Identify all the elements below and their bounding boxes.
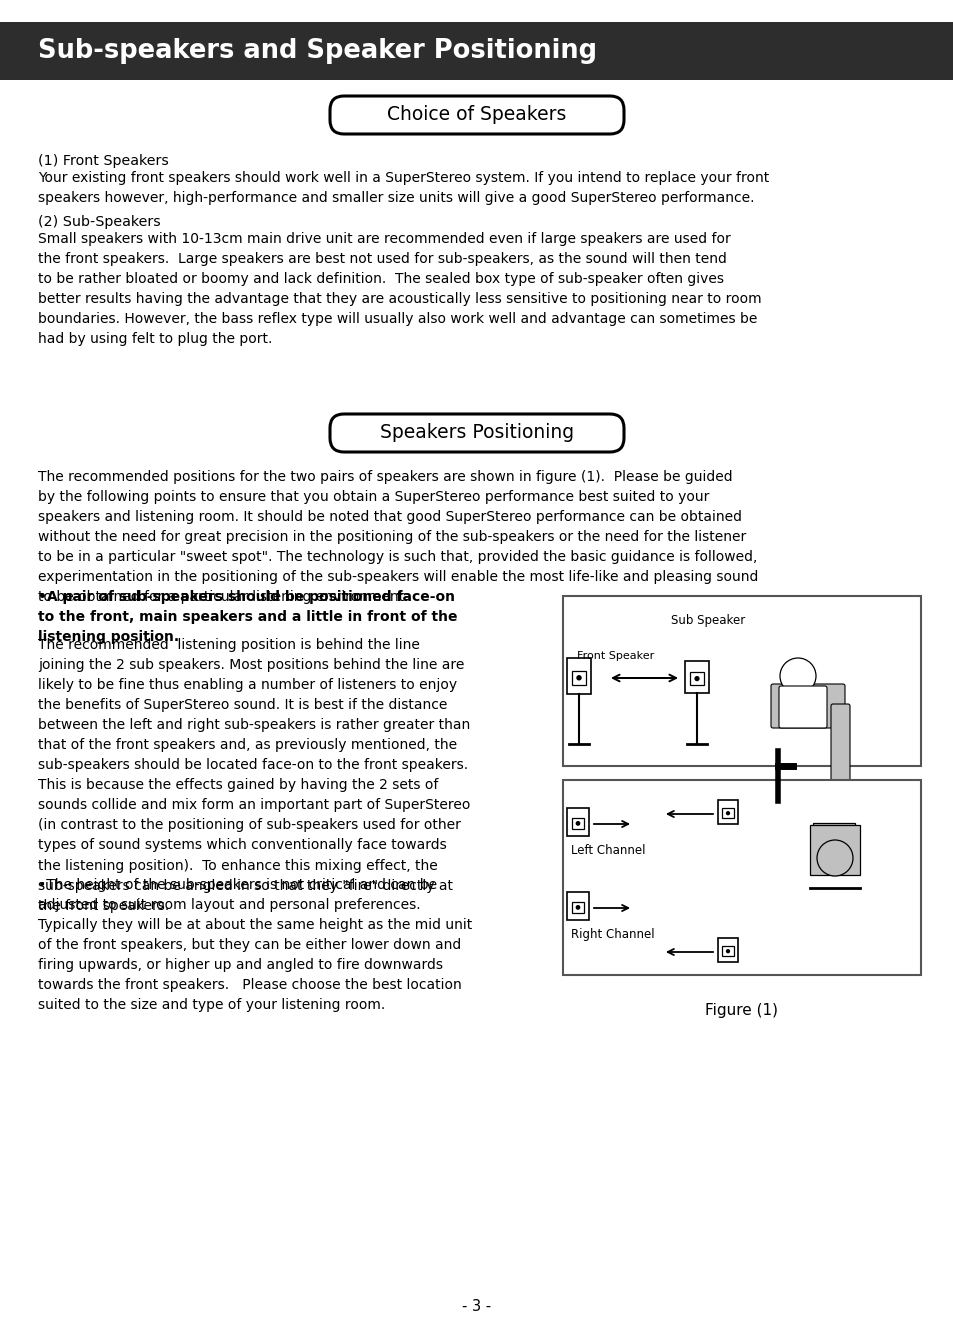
Bar xyxy=(809,825,859,874)
Text: The recommended positions for the two pairs of speakers are shown in figure (1).: The recommended positions for the two pa… xyxy=(38,470,758,604)
Circle shape xyxy=(726,811,729,814)
Bar xyxy=(684,661,708,694)
Text: •A pair of sub-speakers should be positioned face-on
to the front, main speakers: •A pair of sub-speakers should be positi… xyxy=(38,590,457,644)
Circle shape xyxy=(576,822,579,825)
Text: Sub-speakers and Speaker Positioning: Sub-speakers and Speaker Positioning xyxy=(38,37,597,64)
Bar xyxy=(721,947,733,956)
Bar xyxy=(566,807,588,836)
FancyBboxPatch shape xyxy=(770,684,844,728)
Text: - 3 -: - 3 - xyxy=(462,1299,491,1314)
Bar xyxy=(566,657,590,694)
Text: (2) Sub-Speakers: (2) Sub-Speakers xyxy=(38,216,161,229)
Circle shape xyxy=(577,676,580,680)
FancyBboxPatch shape xyxy=(830,704,849,783)
Text: Left Channel: Left Channel xyxy=(571,844,645,857)
Bar xyxy=(572,671,585,686)
Text: Right Channel: Right Channel xyxy=(571,928,654,941)
Bar xyxy=(718,799,738,823)
Bar xyxy=(571,818,583,829)
Text: (1) Front Speakers: (1) Front Speakers xyxy=(38,154,169,167)
FancyBboxPatch shape xyxy=(779,686,826,728)
Bar xyxy=(566,892,588,920)
FancyBboxPatch shape xyxy=(330,96,623,134)
Text: Your existing front speakers should work well in a SuperStereo system. If you in: Your existing front speakers should work… xyxy=(38,171,768,205)
Circle shape xyxy=(780,657,815,694)
Circle shape xyxy=(726,949,729,952)
Bar xyxy=(562,781,920,975)
FancyBboxPatch shape xyxy=(330,414,623,453)
Text: Figure (1): Figure (1) xyxy=(705,1003,778,1018)
Text: •The height of the sub-speakers is not critical and can be
adjusted to suit room: •The height of the sub-speakers is not c… xyxy=(38,878,472,1012)
Bar xyxy=(562,596,920,766)
Bar xyxy=(690,672,703,686)
Text: Choice of Speakers: Choice of Speakers xyxy=(387,106,566,125)
Bar xyxy=(0,21,953,80)
Text: The recommended  listening position is behind the line
joining the 2 sub speaker: The recommended listening position is be… xyxy=(38,637,470,913)
Text: Small speakers with 10-13cm main drive unit are recommended even if large speake: Small speakers with 10-13cm main drive u… xyxy=(38,232,760,347)
Text: Speakers Positioning: Speakers Positioning xyxy=(379,423,574,442)
Bar xyxy=(721,809,733,818)
Text: Front Speaker: Front Speaker xyxy=(577,651,654,661)
Circle shape xyxy=(816,840,852,876)
Text: Sub Speaker: Sub Speaker xyxy=(670,615,744,627)
Circle shape xyxy=(576,905,579,909)
Bar xyxy=(571,901,583,913)
Bar xyxy=(718,939,738,961)
Circle shape xyxy=(695,676,699,680)
Bar xyxy=(812,823,854,836)
